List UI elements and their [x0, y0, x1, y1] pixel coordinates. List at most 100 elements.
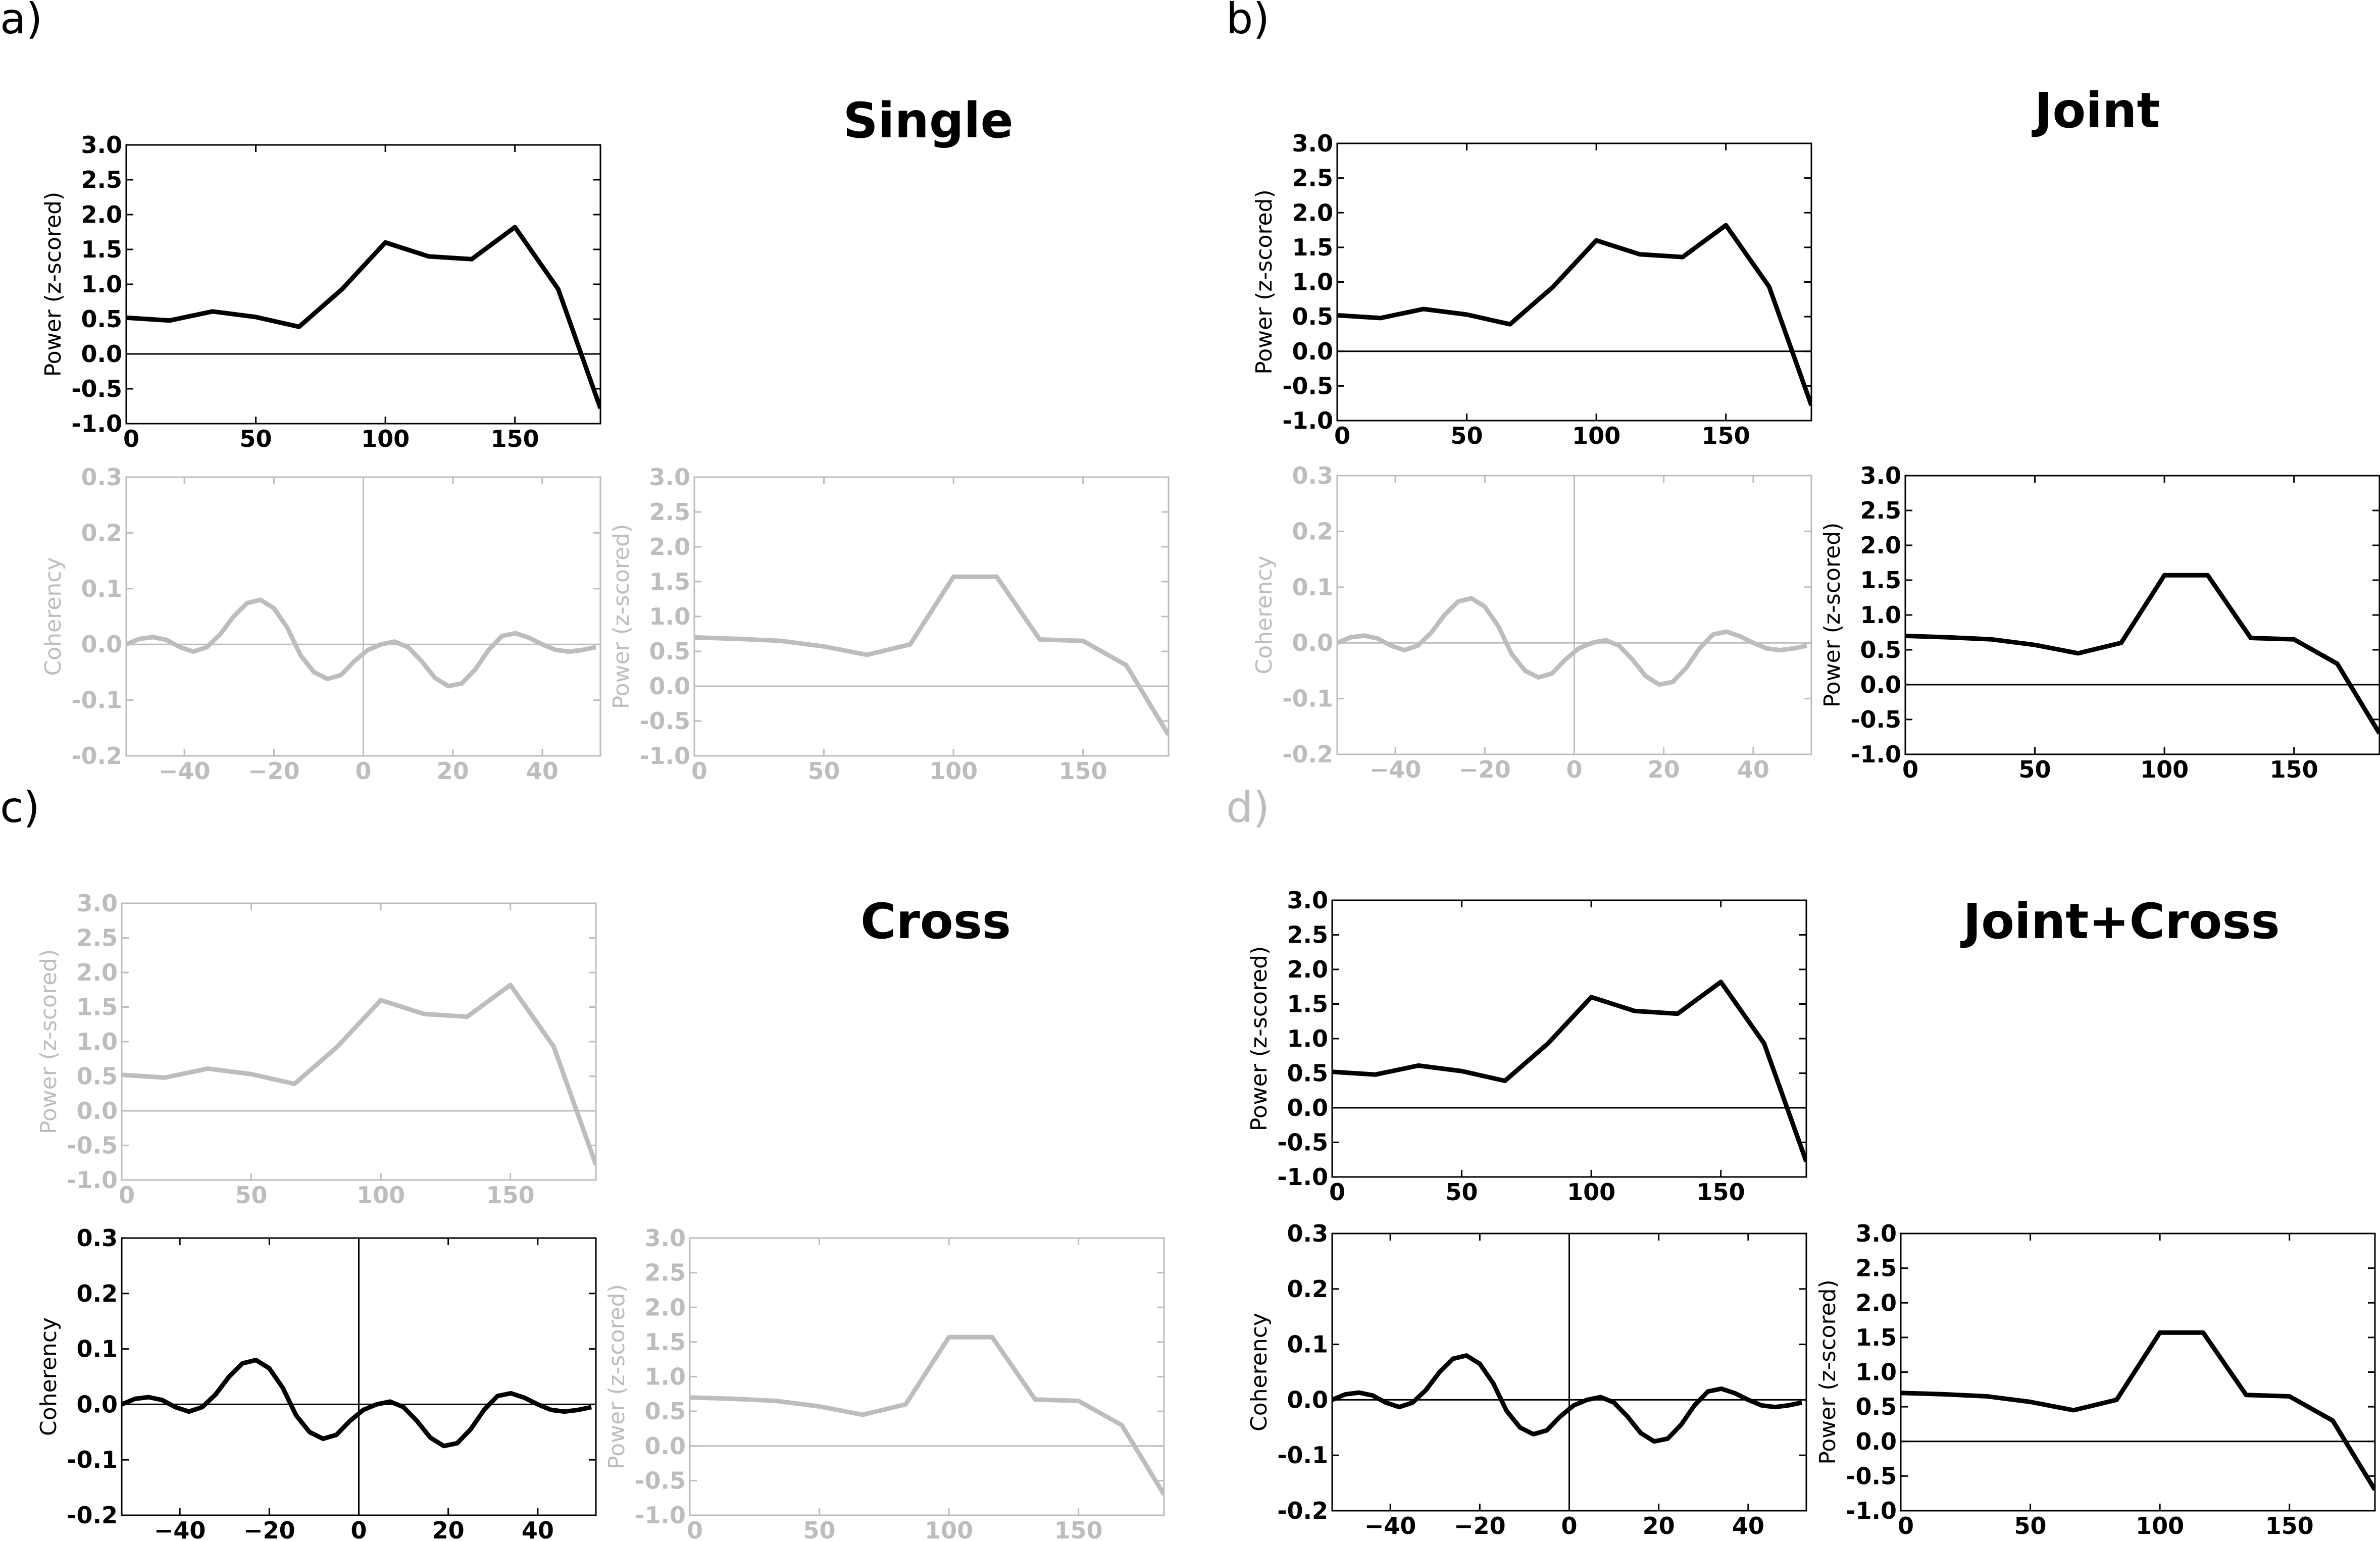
y-tick-label: 2.0	[77, 959, 118, 986]
x-tick-label: 20	[432, 1517, 465, 1541]
y-tick-label: 2.0	[649, 533, 691, 560]
y-tick-label: -0.1	[67, 1446, 118, 1473]
y-tick-label: -1.0	[67, 1166, 118, 1194]
chart-d-top: -1.0 -0.5 0.0 0.5 1.0 1.5 2.0 2.5 3.0 0 50 100 150 Po…	[1246, 887, 1807, 1206]
y-tick-label: 1.0	[1292, 269, 1334, 296]
y-tick-label: -0.5	[1846, 1462, 1897, 1489]
x-tick-label: −20	[1459, 756, 1511, 783]
x-tick-label: 0	[1334, 422, 1350, 449]
y-tick-label: 0.0	[1856, 1428, 1897, 1455]
y-tick-label: 0.3	[81, 464, 123, 491]
panel-d-title: Joint+Cross	[1960, 893, 2280, 950]
y-tick-label: 1.5	[649, 568, 691, 595]
y-tick-label: 1.0	[81, 271, 123, 298]
y-tick-label: 2.0	[645, 1294, 686, 1321]
y-tick-label: 0.0	[1292, 629, 1334, 656]
x-tick-label: 150	[2265, 1512, 2314, 1539]
x-tick-label: 100	[357, 1182, 405, 1209]
y-tick-label: -1.0	[71, 410, 122, 437]
x-tick-label: 0	[355, 757, 371, 785]
panel-a-letter: a)	[0, 0, 42, 43]
panel-a-title: Single	[843, 92, 1013, 149]
plot-frame	[1331, 899, 1807, 1178]
y-tick-label: 0.5	[649, 638, 691, 665]
y-tick-label: 0.5	[1860, 636, 1902, 663]
x-tick-label: 40	[1732, 1512, 1764, 1539]
series-line	[1901, 1330, 2375, 1492]
y-axis-label: Power (z-scored)	[1251, 189, 1277, 374]
x-tick-label: 50	[235, 1182, 268, 1209]
y-tick-label: 3.0	[77, 890, 118, 917]
y-tick-label: 0.0	[1860, 671, 1902, 698]
y-axis-label: Power (z-scored)	[36, 949, 62, 1134]
x-tick-label: 0	[1898, 1512, 1914, 1539]
x-tick-label: 150	[1697, 1178, 1745, 1206]
y-tick-label: -0.5	[1277, 1129, 1328, 1156]
y-tick-label: 2.5	[1287, 921, 1329, 949]
y-tick-label: 0.5	[1292, 303, 1334, 330]
chart-b-top: -1.0 -0.5 0.0 0.5 1.0 1.5 2.0 2.5 3.0 0 50 100 150 Po…	[1251, 130, 1812, 449]
y-tick-label: 0.0	[77, 1097, 118, 1124]
x-tick-label: 40	[1737, 756, 1769, 783]
y-tick-label: 1.0	[1860, 601, 1902, 629]
y-tick-label: -1.0	[1277, 1163, 1328, 1191]
plot-frame	[689, 1237, 1165, 1516]
y-tick-label: 1.5	[77, 994, 118, 1021]
y-axis-label: Power (z-scored)	[40, 192, 66, 377]
y-tick-label: 3.0	[1287, 887, 1329, 914]
x-tick-label: 0	[350, 1517, 367, 1541]
y-tick-label: 0.1	[1287, 1331, 1329, 1358]
x-tick-label: 0	[1902, 756, 1918, 783]
y-tick-label: 2.5	[1856, 1255, 1897, 1282]
x-tick-label: 100	[1572, 422, 1621, 449]
y-tick-label: 0.0	[1287, 1386, 1329, 1413]
y-tick-label: -1.0	[1846, 1497, 1897, 1524]
series-line	[1337, 223, 1811, 406]
y-tick-label: 2.0	[1292, 199, 1334, 226]
y-tick-label: 0.5	[81, 305, 123, 333]
x-tick-label: 150	[1059, 757, 1107, 785]
y-tick-label: -0.5	[1282, 372, 1333, 399]
x-tick-label: 40	[522, 1517, 554, 1541]
y-tick-label: -0.5	[1850, 706, 1901, 733]
y-tick-label: -1.0	[639, 742, 690, 769]
x-tick-label: 50	[803, 1517, 836, 1541]
plot-frame	[125, 144, 601, 425]
series-line	[1337, 596, 1808, 687]
x-tick-label: 0	[1561, 1512, 1577, 1539]
panel-c-letter: c)	[0, 783, 40, 832]
chart-c-top: -1.0 -0.5 0.0 0.5 1.0 1.5 2.0 2.5 3.0 0 50 100 150 Po…	[36, 890, 597, 1209]
y-tick-label: -1.0	[1850, 741, 1901, 768]
y-tick-label: 2.0	[1856, 1289, 1897, 1316]
chart-c-coh: -0.2 -0.1 0.0 0.1 0.2 0.3 −40 −20 0 20 40 Coherency	[36, 1224, 597, 1541]
chart-c-right: -1.0 -0.5 0.0 0.5 1.0 1.5 2.0 2.5 3.0 0 50 100 150 Po…	[604, 1224, 1165, 1541]
y-tick-label: 0.0	[81, 631, 123, 658]
x-tick-label: 0	[1329, 1178, 1345, 1206]
chart-a-top: -1.0 -0.5 0.0 0.5 1.0 1.5 2.0 2.5 3.0 0 50 100 150 Po…	[40, 131, 601, 452]
x-tick-label: 100	[2136, 1512, 2184, 1539]
x-tick-label: 0	[1566, 756, 1582, 783]
y-tick-label: 0.3	[1292, 462, 1334, 489]
y-tick-label: 1.5	[1860, 567, 1902, 594]
x-tick-label: −40	[154, 1517, 206, 1541]
y-tick-label: 1.5	[645, 1328, 686, 1356]
y-tick-label: -0.2	[67, 1502, 118, 1529]
x-tick-label: 20	[1643, 1512, 1675, 1539]
x-tick-label: 0	[691, 757, 707, 785]
y-tick-label: 2.5	[1292, 165, 1334, 192]
x-tick-label: 150	[1054, 1517, 1103, 1541]
y-axis-label: Power (z-scored)	[604, 1284, 630, 1469]
series-line	[694, 574, 1169, 736]
y-tick-label: -0.2	[71, 742, 122, 769]
x-tick-label: −40	[159, 757, 211, 785]
y-tick-label: 3.0	[1856, 1220, 1897, 1247]
y-tick-label: -0.5	[635, 1467, 686, 1494]
x-tick-label: 150	[1702, 422, 1750, 449]
x-tick-label: 100	[929, 757, 978, 785]
y-axis-label: Coherency	[1251, 556, 1277, 675]
x-tick-label: 150	[491, 425, 539, 452]
panel-c-title: Cross	[860, 893, 1011, 950]
y-tick-label: 0.2	[1292, 518, 1334, 545]
y-axis-label: Coherency	[1246, 1313, 1272, 1431]
y-tick-label: 2.5	[649, 498, 691, 526]
